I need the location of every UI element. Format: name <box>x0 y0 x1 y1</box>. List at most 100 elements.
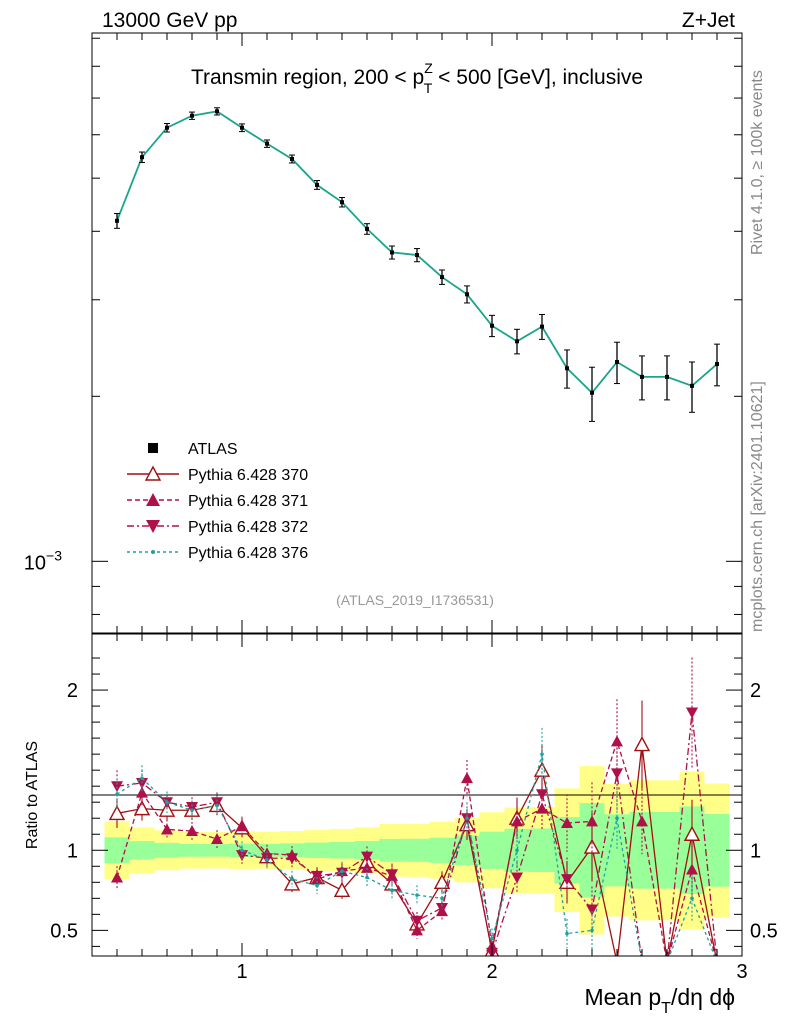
rivet-version-label: Rivet 4.1.0, ≥ 100k events <box>749 70 766 255</box>
atlas-point <box>615 359 619 364</box>
ratio-marker-370 <box>683 825 701 841</box>
atlas-point <box>715 362 719 367</box>
ratio-marker-372 <box>336 867 348 879</box>
ratio-band-inner <box>154 842 180 858</box>
ratio-marker-376 <box>115 792 119 796</box>
atlas-point <box>415 253 419 258</box>
ratio-marker-372 <box>511 872 523 884</box>
ratio-marker-376 <box>190 808 194 813</box>
ratio-marker-376 <box>365 875 369 880</box>
ratio-y-tick-label-left: 2 <box>67 680 78 702</box>
ratio-band-inner <box>604 814 630 887</box>
atlas-point <box>265 141 269 146</box>
process-label: Z+Jet <box>682 9 735 32</box>
ratio-marker-376 <box>615 816 619 821</box>
ratio-marker-376 <box>390 888 394 893</box>
main-plot-frame <box>91 32 743 634</box>
legend-label: ATLAS <box>188 441 238 458</box>
legend-label: Pythia 6.428 371 <box>188 493 308 510</box>
ratio-marker-372 <box>311 870 323 882</box>
ratio-y-tick-label-right: 0.5 <box>750 920 778 942</box>
analysis-id: (ATLAS_2019_I1736531) <box>336 592 494 608</box>
ratio-marker-371 <box>636 815 648 827</box>
ratio-band-inner <box>654 811 680 889</box>
ratio-marker-371 <box>211 833 223 845</box>
ratio-y-tick-label-right: 1 <box>750 840 761 862</box>
ratio-marker-371 <box>711 956 723 967</box>
ratio-band-inner <box>329 841 355 859</box>
ratio-marker-376 <box>265 858 269 862</box>
atlas-point <box>215 109 219 114</box>
ratio-marker-371 <box>161 823 173 835</box>
ratio-band-inner <box>354 840 380 860</box>
legend-marker-376 <box>151 550 155 554</box>
ratio-marker-376 <box>165 800 169 805</box>
atlas-point <box>315 182 319 187</box>
atlas-point <box>590 390 594 395</box>
atlas-point <box>515 339 519 344</box>
ratio-marker-371 <box>586 815 598 827</box>
ratio-marker-370 <box>133 800 151 816</box>
legend-marker-atlas <box>148 443 158 453</box>
ratio-marker-372 <box>361 851 373 863</box>
atlas-point <box>340 200 344 205</box>
legend-label: Pythia 6.428 376 <box>188 545 308 562</box>
ratio-marker-372 <box>386 869 398 881</box>
ratio-band-inner <box>479 831 505 869</box>
ratio-marker-371 <box>511 815 523 827</box>
ratio-marker-376 <box>440 896 444 901</box>
ratio-marker-372 <box>636 957 648 968</box>
plot-title: Transmin region, 200 < pZ T < 500 [GeV], … <box>191 60 643 96</box>
mcplots-label: mcplots.cern.ch [arXiv:2401.10621] <box>749 381 766 632</box>
ratio-marker-372 <box>536 789 548 801</box>
x-tick-label: 1 <box>236 961 247 983</box>
atlas-point <box>565 366 569 371</box>
atlas-point <box>140 155 144 160</box>
legend-marker-371 <box>146 493 160 506</box>
ratio-marker-372 <box>661 957 673 968</box>
atlas-point <box>115 218 119 223</box>
atlas-point <box>240 125 244 130</box>
ratio-y-tick-label-left: 0.5 <box>50 920 78 942</box>
ratio-marker-372 <box>211 797 223 809</box>
atlas-point <box>440 275 444 280</box>
ratio-y-label: Ratio to ATLAS <box>24 741 41 849</box>
ratio-marker-371 <box>561 817 573 829</box>
ratio-marker-370 <box>108 804 126 821</box>
ratio-marker-372 <box>561 874 573 886</box>
ratio-marker-372 <box>286 853 298 865</box>
ratio-band-inner <box>429 837 455 863</box>
ratio-marker-376 <box>315 883 319 888</box>
ratio-band-inner <box>129 841 155 860</box>
ratio-marker-372 <box>411 915 423 927</box>
legend-label: Pythia 6.428 372 <box>188 519 308 536</box>
ratio-marker-371 <box>111 871 123 883</box>
ratio-marker-370 <box>615 953 619 956</box>
atlas-point <box>165 125 169 130</box>
ratio-marker-372 <box>586 904 598 916</box>
x-axis-label: Mean pT/dη dϕ <box>584 984 735 1017</box>
atlas-point <box>490 323 494 328</box>
atlas-point <box>665 374 669 379</box>
ratio-marker-376 <box>590 928 594 933</box>
ratio-marker-376 <box>415 893 419 897</box>
ratio-marker-376 <box>690 896 694 901</box>
main-y-tick-label: 10−3 <box>24 547 62 574</box>
ratio-marker-376 <box>665 961 669 965</box>
ratio-marker-372 <box>236 850 248 862</box>
legend-label: Pythia 6.428 370 <box>188 467 308 484</box>
ratio-marker-371 <box>411 924 423 936</box>
ratio-band-inner <box>204 843 230 857</box>
ratio-marker-376 <box>290 877 294 881</box>
ratio-band-inner <box>304 842 330 858</box>
ratio-marker-376 <box>540 752 544 756</box>
ratio-marker-371 <box>186 825 198 837</box>
ratio-marker-371 <box>686 863 698 875</box>
ratio-marker-376 <box>565 931 569 936</box>
ratio-marker-376 <box>340 869 344 873</box>
ratio-marker-371 <box>361 861 373 873</box>
atlas-point <box>540 324 544 329</box>
ratio-band-inner <box>379 838 405 862</box>
ratio-marker-376 <box>715 961 719 965</box>
